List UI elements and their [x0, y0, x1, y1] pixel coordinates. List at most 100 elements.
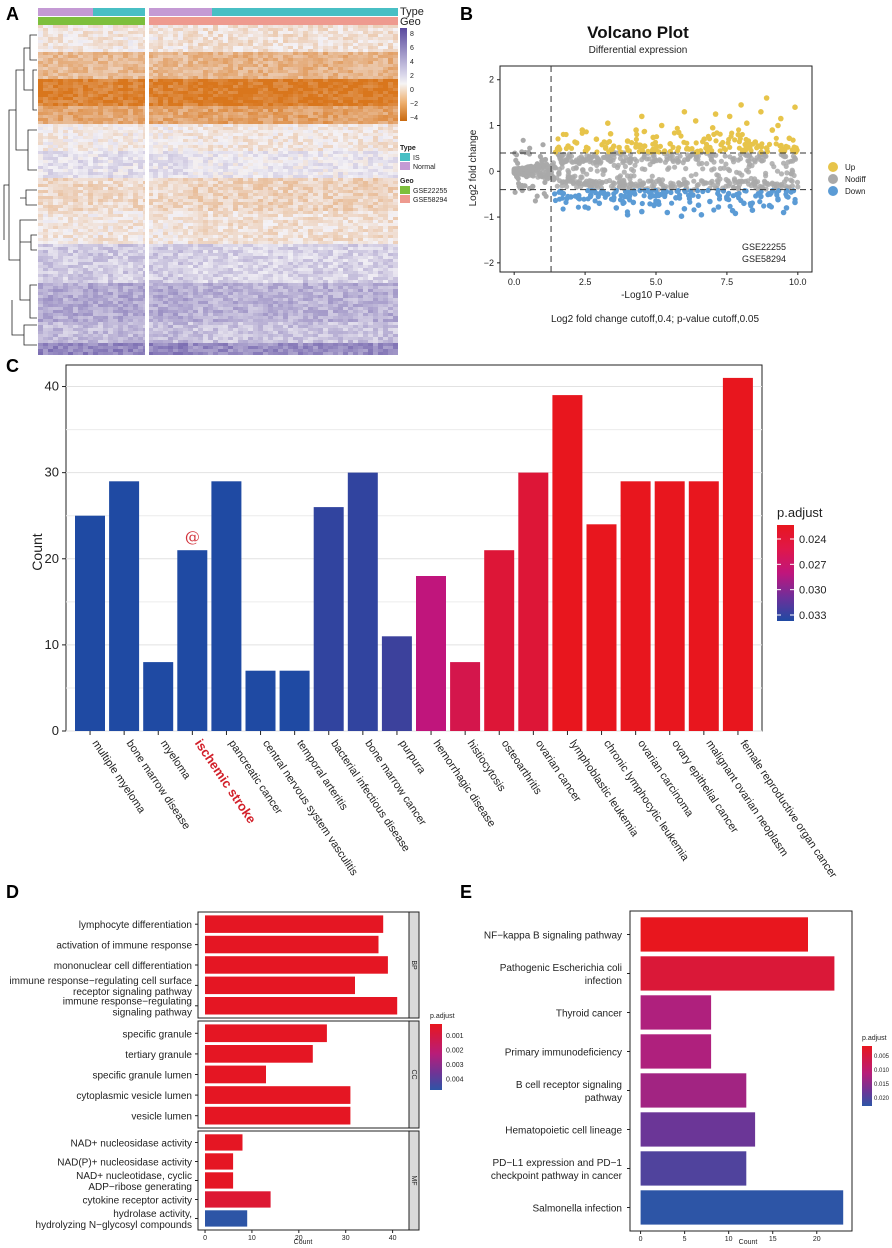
heatmap-cell	[303, 145, 309, 149]
heatmap-cell	[98, 148, 104, 152]
heatmap-cell	[158, 82, 164, 86]
heatmap-cell	[73, 181, 79, 185]
heatmap-cell	[203, 157, 209, 161]
heatmap-cell	[168, 151, 174, 155]
heatmap-cell	[138, 79, 144, 83]
heatmap-cell	[268, 223, 274, 227]
heatmap-cell	[178, 187, 184, 191]
heatmap-cell	[353, 163, 359, 167]
heatmap-cell	[358, 82, 364, 86]
heatmap-cell	[193, 34, 199, 38]
heatmap-cell	[303, 187, 309, 191]
heatmap-cell	[118, 118, 124, 122]
heatmap-cell	[43, 61, 49, 65]
heatmap-cell	[208, 25, 214, 29]
heatmap-cell	[308, 154, 314, 158]
heatmap-cell	[343, 25, 349, 29]
heatmap-cell	[388, 163, 394, 167]
heatmap-cell	[298, 28, 304, 32]
heatmap-cell	[128, 109, 134, 113]
heatmap-cell	[63, 40, 69, 44]
heatmap-cell	[193, 61, 199, 65]
heatmap-cell	[213, 157, 219, 161]
heatmap-cell	[298, 49, 304, 53]
heatmap-cell	[353, 43, 359, 47]
heatmap-cell	[223, 169, 229, 173]
heatmap-cell	[353, 169, 359, 173]
heatmap-cell	[173, 184, 179, 188]
heatmap-cell	[213, 91, 219, 95]
heatmap-cell	[268, 226, 274, 230]
heatmap-cell	[313, 208, 319, 212]
heatmap-cell	[123, 157, 129, 161]
heatmap-cell	[248, 211, 254, 215]
heatmap-cell	[373, 52, 379, 56]
heatmap-cell	[273, 100, 279, 104]
heatmap-cell	[288, 184, 294, 188]
heatmap-cell	[238, 124, 244, 128]
heatmap-cell	[273, 73, 279, 77]
heatmap-cell	[188, 40, 194, 44]
heatmap-cell	[93, 34, 99, 38]
heatmap-cell	[103, 142, 109, 146]
heatmap-cell	[158, 145, 164, 149]
heatmap-cell	[118, 46, 124, 50]
heatmap-cell	[338, 58, 344, 62]
heatmap-cell	[98, 61, 104, 65]
heatmap-cell	[153, 67, 159, 71]
heatmap-cell	[88, 136, 94, 140]
heatmap-cell	[383, 58, 389, 62]
heatmap-cell	[153, 202, 159, 206]
heatmap-cell	[198, 127, 204, 131]
heatmap-cell	[78, 106, 84, 110]
heatmap-cell	[338, 121, 344, 125]
heatmap-cell	[243, 172, 249, 176]
heatmap-cell	[198, 229, 204, 233]
heatmap-cell	[73, 199, 79, 203]
heatmap-cell	[363, 220, 369, 224]
heatmap-cell	[123, 82, 129, 86]
heatmap-cell	[193, 28, 199, 32]
type-track-label: Type	[400, 6, 424, 18]
heatmap-cell	[213, 178, 219, 182]
heatmap-cell	[158, 166, 164, 170]
heatmap-cell	[343, 79, 349, 83]
heatmap-cell	[103, 169, 109, 173]
heatmap-cell	[118, 145, 124, 149]
heatmap-cell	[278, 202, 284, 206]
heatmap-cell	[98, 37, 104, 41]
heatmap-cell	[353, 145, 359, 149]
heatmap-cell	[43, 121, 49, 125]
heatmap-cell	[288, 55, 294, 59]
heatmap-cell	[88, 73, 94, 77]
heatmap-cell	[38, 85, 44, 89]
heatmap-cell	[298, 148, 304, 152]
heatmap-cell	[148, 178, 154, 182]
heatmap-cell	[58, 49, 64, 53]
heatmap-cell	[283, 139, 289, 143]
heatmap-cell	[208, 88, 214, 92]
heatmap-cell	[243, 202, 249, 206]
heatmap-cell	[88, 169, 94, 173]
heatmap-cell	[98, 139, 104, 143]
heatmap-cell	[283, 211, 289, 215]
heatmap-cell	[168, 187, 174, 191]
heatmap-cell	[103, 94, 109, 98]
heatmap-cell	[183, 169, 189, 173]
heatmap-cell	[83, 193, 89, 197]
heatmap-cell	[63, 217, 69, 221]
heatmap-cell	[278, 79, 284, 83]
heatmap-cell	[333, 82, 339, 86]
heatmap-cell	[273, 31, 279, 35]
heatmap-cell	[188, 214, 194, 218]
heatmap-cell	[58, 145, 64, 149]
heatmap-cell	[218, 31, 224, 35]
heatmap-cell	[58, 34, 64, 38]
heatmap-cell	[338, 133, 344, 137]
heatmap-cell	[283, 151, 289, 155]
heatmap-cell	[218, 124, 224, 128]
heatmap-cell	[288, 130, 294, 134]
heatmap-cell	[348, 121, 354, 125]
heatmap-cell	[153, 184, 159, 188]
heatmap-cell	[273, 118, 279, 122]
